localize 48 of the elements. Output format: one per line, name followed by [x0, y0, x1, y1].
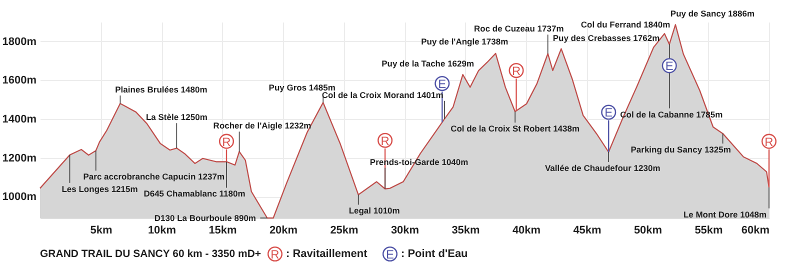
- annotation: Vallée de Chaudefour 1230m: [544, 163, 661, 174]
- annotation: Plaines Brulées 1480m: [115, 84, 208, 95]
- y-tick-label: 1600m: [2, 74, 37, 87]
- annotation: Puy de la Tache 1629m: [382, 58, 474, 69]
- annotation: Roc de Cuzeau 1737m: [474, 24, 564, 34]
- x-tick-label: 20km: [269, 224, 298, 236]
- annotation: Col du Ferrand 1840m: [580, 20, 671, 30]
- annotation: Legal 1010m: [348, 206, 400, 216]
- annotation: Le Mont Dore 1048m: [683, 209, 768, 220]
- text: R: [270, 248, 280, 262]
- x-tick-label: 30km: [390, 224, 420, 236]
- x-tick-label: 25km: [330, 224, 359, 236]
- x-tick-label: 35km: [452, 224, 480, 236]
- x-tick-label: 45km: [573, 224, 602, 236]
- annotation: Puy de l'Angle 1738m: [421, 36, 509, 46]
- legend-label: : Point d'Eau: [401, 248, 468, 260]
- annotation: Rocher de l'Aigle 1232m: [213, 120, 312, 131]
- x-tick-label: 40km: [512, 224, 541, 236]
- y-tick-label: 1000m: [2, 191, 37, 204]
- annotation: R: [222, 134, 232, 149]
- y-tick-label: 1400m: [2, 114, 37, 126]
- x-tick-label: 55km: [694, 224, 724, 236]
- annotation: R: [380, 134, 390, 148]
- x-tick-label: 5km: [90, 224, 112, 236]
- x-tick-label: 50km: [634, 224, 662, 236]
- y-tick-label: 1800m: [2, 36, 37, 48]
- annotation: Parking du Sancy 1325m: [630, 144, 732, 155]
- annotation: Parc accrobranche Capucin 1237m: [83, 172, 225, 182]
- x-tick-label: 60km: [741, 224, 770, 236]
- annotation: Puy Gros 1485m: [268, 82, 336, 93]
- annotation: E: [604, 106, 613, 120]
- annotation: E: [665, 59, 674, 74]
- annotation: D130 La Bourboule 890m: [154, 213, 256, 223]
- annotation: Les Longes 1215m: [62, 184, 138, 194]
- x-tick-label: 15km: [208, 224, 238, 236]
- annotation: E: [438, 77, 446, 92]
- annotation: R: [512, 64, 521, 78]
- text: E: [386, 248, 394, 262]
- annotation: Puy de Sancy 1886m: [670, 8, 755, 19]
- annotation: Col de la Croix St Robert 1438m: [450, 124, 580, 134]
- annotation: R: [764, 134, 774, 149]
- x-tick-label: 10km: [148, 224, 176, 236]
- annotation: Puy des Crebasses 1762m: [552, 32, 660, 43]
- annotation: La Stèle 1250m: [146, 112, 208, 122]
- y-tick-label: 1200m: [2, 152, 37, 164]
- legend-label: : Ravitaillement: [286, 248, 368, 260]
- text: GRAND TRAIL DU SANCY 60 km - 3350 mD+: [40, 248, 262, 260]
- annotation: D645 Chamablanc 1180m: [144, 188, 246, 199]
